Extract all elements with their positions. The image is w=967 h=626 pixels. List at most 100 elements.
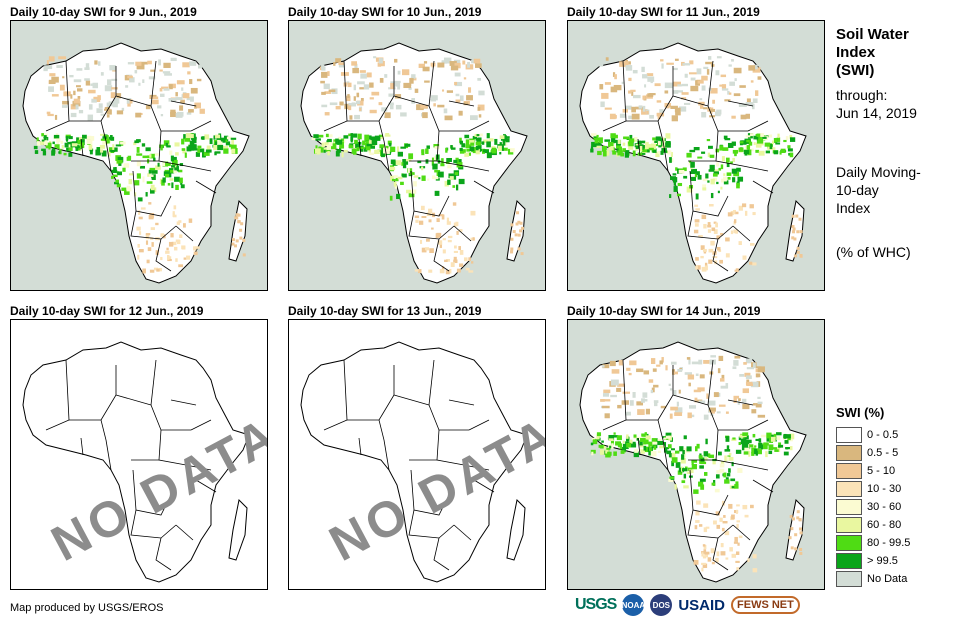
swi-cell bbox=[223, 149, 228, 154]
swi-cell bbox=[715, 148, 720, 153]
swi-cell bbox=[418, 177, 421, 180]
country-border bbox=[80, 138, 84, 157]
swi-cell bbox=[400, 181, 404, 186]
swi-cell bbox=[613, 451, 617, 456]
description-block: Daily Moving- 10-day Index bbox=[836, 163, 921, 217]
swi-cell bbox=[178, 169, 183, 173]
swi-cell bbox=[400, 112, 407, 117]
swi-cell bbox=[463, 257, 468, 262]
swi-cell bbox=[655, 136, 661, 141]
swi-cell bbox=[396, 193, 401, 200]
swi-cell bbox=[394, 58, 398, 63]
swi-cell bbox=[733, 395, 740, 399]
country-border bbox=[130, 509, 177, 539]
swi-cell bbox=[752, 67, 761, 73]
swi-cell bbox=[716, 181, 719, 185]
swi-cell bbox=[745, 135, 751, 138]
swi-cell bbox=[168, 241, 174, 247]
swi-cell bbox=[610, 394, 617, 398]
swi-cell bbox=[104, 106, 110, 111]
swi-cell bbox=[111, 78, 118, 81]
swi-cell bbox=[758, 442, 763, 449]
swi-cell bbox=[630, 400, 633, 405]
swi-cell bbox=[75, 148, 79, 151]
swi-cell bbox=[339, 144, 345, 149]
swi-cell bbox=[327, 71, 330, 77]
swi-cell bbox=[622, 61, 629, 66]
swi-cell bbox=[374, 135, 381, 141]
swi-cell bbox=[710, 192, 714, 199]
swi-cell bbox=[499, 135, 505, 140]
swi-cell bbox=[703, 544, 707, 549]
swi-cell bbox=[391, 178, 396, 182]
swi-cell bbox=[785, 446, 791, 450]
swi-cell bbox=[160, 93, 165, 97]
swi-cell bbox=[179, 163, 184, 167]
swi-cell bbox=[700, 255, 704, 259]
swi-cell bbox=[179, 177, 183, 184]
swi-cell bbox=[350, 136, 354, 142]
swi-cell bbox=[140, 207, 146, 210]
swi-cell bbox=[325, 149, 331, 152]
swi-cell bbox=[454, 81, 458, 86]
swi-cell bbox=[759, 133, 764, 137]
swi-cell bbox=[476, 134, 481, 137]
swi-cell bbox=[48, 79, 56, 84]
swi-cell bbox=[100, 72, 104, 76]
swi-cell bbox=[789, 514, 793, 518]
swi-cell bbox=[381, 147, 385, 154]
swi-cell bbox=[725, 253, 730, 258]
swi-cell bbox=[755, 90, 759, 96]
swi-cell bbox=[446, 90, 454, 93]
country-border bbox=[712, 537, 729, 571]
swi-cell bbox=[63, 152, 67, 156]
swi-cell bbox=[610, 379, 619, 386]
swi-cell bbox=[752, 433, 756, 438]
swi-cell bbox=[222, 145, 229, 149]
swi-cell bbox=[777, 137, 781, 142]
swi-cell bbox=[616, 435, 622, 441]
swi-cell bbox=[392, 160, 398, 166]
swi-cell bbox=[641, 109, 648, 115]
swi-cell bbox=[374, 149, 380, 154]
swi-cell bbox=[181, 87, 184, 91]
swi-cell bbox=[448, 268, 452, 274]
swi-cell bbox=[397, 176, 403, 180]
swi-cell bbox=[80, 139, 85, 146]
swi-cell bbox=[720, 460, 725, 467]
swi-cell bbox=[441, 214, 445, 220]
swi-cell bbox=[731, 553, 737, 558]
swi-cell bbox=[176, 80, 185, 85]
swi-cell bbox=[70, 112, 77, 118]
swi-cell bbox=[417, 160, 422, 164]
swi-cell bbox=[724, 479, 730, 484]
swi-cell bbox=[733, 397, 737, 403]
swi-cell bbox=[154, 153, 160, 156]
swi-cell bbox=[186, 112, 192, 115]
swi-cell bbox=[56, 65, 63, 68]
swi-cell bbox=[62, 76, 65, 79]
swi-cell bbox=[335, 138, 339, 144]
swi-cell bbox=[690, 176, 696, 181]
swi-cell bbox=[368, 150, 372, 153]
swi-cell bbox=[471, 261, 474, 264]
swi-cell bbox=[649, 441, 654, 447]
swi-cell bbox=[705, 61, 713, 65]
agency-logos: USGS NOAA DOS USAID FEWS NET bbox=[575, 594, 800, 616]
country-border bbox=[105, 140, 112, 172]
swi-cell bbox=[639, 444, 644, 448]
swi-cell bbox=[93, 96, 100, 100]
swi-cell bbox=[510, 223, 514, 227]
swi-cell bbox=[783, 139, 787, 143]
swi-cell bbox=[634, 449, 639, 453]
swi-cell bbox=[683, 175, 688, 179]
usaid-logo: USAID bbox=[678, 596, 726, 614]
swi-cell bbox=[694, 397, 698, 403]
swi-cell bbox=[732, 366, 737, 370]
swi-cell bbox=[100, 138, 106, 141]
country-border bbox=[453, 524, 472, 541]
swi-cell bbox=[233, 244, 237, 248]
swi-cell bbox=[796, 250, 800, 254]
swi-cell bbox=[723, 472, 727, 478]
swi-cell bbox=[780, 148, 786, 154]
